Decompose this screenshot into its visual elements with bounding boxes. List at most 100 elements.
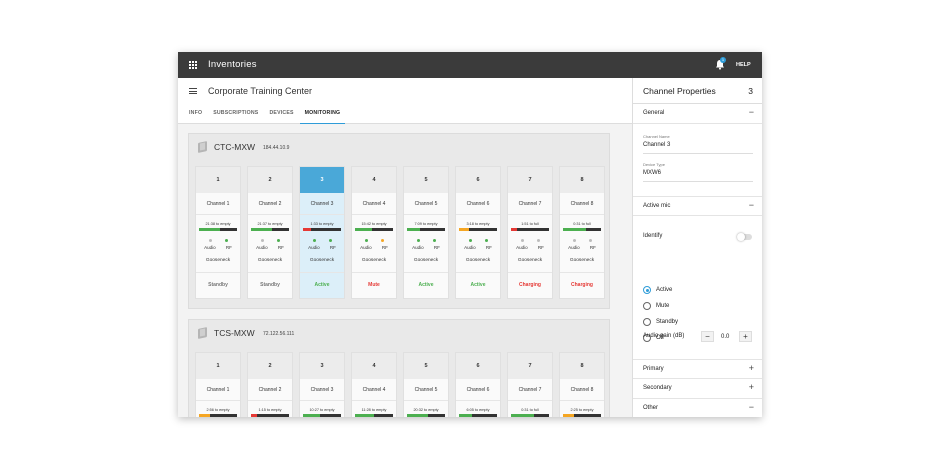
radio-off[interactable]: Off [643, 334, 703, 343]
rf-indicator-icon [276, 239, 280, 242]
battery-bar [251, 228, 289, 231]
audio-label: Audio [412, 245, 424, 250]
channel-card[interactable]: 3 Channel 3 1:33 to empty Audio RF Gooseneck A… [299, 166, 345, 299]
indicator-labels: Audio RF [352, 245, 396, 250]
radio-standby[interactable]: Standby [643, 318, 703, 327]
battery-fill [303, 414, 321, 417]
app-window: Inventories 1 HELP Corporate Training Ce… [178, 52, 762, 417]
section-active-mic[interactable]: Active mic − [633, 196, 762, 216]
radio-button-icon[interactable] [643, 302, 651, 310]
menu-icon[interactable] [189, 88, 197, 94]
battery-fill [563, 228, 586, 231]
audio-label: Audio [204, 245, 216, 250]
battery-bar [511, 414, 549, 417]
radio-button-icon[interactable] [643, 286, 651, 294]
battery-fill [251, 414, 257, 417]
page-title: Corporate Training Center [208, 86, 313, 96]
channel-card[interactable]: 2 Channel 2 21:37 to empty Audio RF Gooseneck… [247, 166, 293, 299]
channel-name-field[interactable]: Channel 3 [643, 142, 671, 148]
channel-card[interactable]: 5 Channel 5 20:32 to empty [403, 352, 449, 417]
radio-label: Standby [656, 319, 679, 325]
tab-devices[interactable]: DEVICES [269, 110, 294, 116]
channel-card[interactable]: 8 Channel 8 0:31 to full Audio RF Gooseneck Ch… [559, 166, 605, 299]
channel-card[interactable]: 6 Channel 6 3:18 to empty Audio RF Gooseneck A… [455, 166, 501, 299]
tab-info[interactable]: INFO [189, 110, 203, 116]
channel-card[interactable]: 7 Channel 7 1:51 to full Audio RF Gooseneck Ch… [507, 166, 553, 299]
apps-grid-icon[interactable] [189, 61, 197, 69]
radio-mute[interactable]: Mute [643, 302, 703, 311]
section-secondary[interactable]: Secondary + [633, 379, 762, 399]
rf-indicator-icon [536, 239, 540, 242]
mic-type: Gooseneck [352, 258, 396, 273]
indicator-labels: Audio RF [560, 245, 604, 250]
identify-label: Identify [643, 233, 663, 239]
tab-subscriptions[interactable]: SUBSCRIPTIONS [213, 110, 259, 116]
battery-bar [407, 228, 445, 231]
audio-indicator-icon [312, 239, 316, 242]
channel-card[interactable]: 8 Channel 8 2:25 to empty [559, 352, 605, 417]
gain-decrease-button[interactable]: − [701, 331, 714, 342]
expand-icon[interactable]: + [748, 363, 754, 373]
audio-label: Audio [568, 245, 580, 250]
identify-toggle[interactable] [737, 233, 752, 241]
indicator-labels: Audio RF [248, 245, 292, 250]
audio-indicator-icon [260, 239, 264, 242]
rf-label: RF [277, 245, 284, 250]
channel-name: Channel 2 [248, 193, 292, 215]
channel-card[interactable]: 7 Channel 7 0:31 to full [507, 352, 553, 417]
battery-runtime: 11:28 to empty [361, 408, 387, 412]
channel-card[interactable]: 2 Channel 2 1:15 to empty [247, 352, 293, 417]
tab-bar: INFO SUBSCRIPTIONS DEVICES MONITORING [184, 106, 346, 124]
device-list[interactable]: CTC-MXW 184.44.10.9 1 Channel 1 21:38 to emp… [178, 125, 632, 417]
rf-label: RF [381, 245, 388, 250]
audio-indicator-icon [520, 239, 524, 242]
channel-status: Standby [208, 282, 228, 288]
device-type-value: MXW6 [643, 170, 661, 176]
radio-button-icon[interactable] [643, 318, 651, 326]
channel-card[interactable]: 4 Channel 4 11:28 to empty [351, 352, 397, 417]
device-name[interactable]: CTC-MXW [214, 142, 256, 152]
channel-card[interactable]: 3 Channel 3 10:27 to empty [299, 352, 345, 417]
battery-runtime: 2:56 to empty [206, 408, 230, 412]
rf-indicator-icon [328, 239, 332, 242]
mic-type: Gooseneck [456, 258, 500, 273]
channel-card[interactable]: 1 Channel 1 2:56 to empty [195, 352, 241, 417]
rf-indicator-icon [380, 239, 384, 242]
battery-bar [355, 414, 393, 417]
device-ip: 72.122.56.111 [263, 330, 295, 337]
device-name[interactable]: TCS-MXW [214, 328, 255, 338]
battery-runtime: 20:32 to empty [413, 408, 439, 412]
battery-fill [407, 414, 428, 417]
tab-monitoring[interactable]: MONITORING [299, 106, 346, 124]
channel-name-label: Channel Name [643, 134, 670, 139]
expand-icon[interactable]: + [748, 382, 754, 392]
battery-runtime: 0:31 to full [521, 408, 539, 412]
channel-card[interactable]: 5 Channel 5 7:09 to empty Audio RF Gooseneck A… [403, 166, 449, 299]
section-primary[interactable]: Primary + [633, 359, 762, 379]
channel-card[interactable]: 1 Channel 1 21:38 to empty Audio RF Gooseneck… [195, 166, 241, 299]
help-link[interactable]: HELP [736, 62, 751, 68]
gain-increase-button[interactable]: + [739, 331, 752, 342]
properties-title: Channel Properties [643, 86, 716, 96]
channel-card[interactable]: 6 Channel 6 6:05 to empty [455, 352, 501, 417]
channel-card[interactable]: 4 Channel 4 15:42 to empty Audio RF Gooseneck… [351, 166, 397, 299]
collapse-icon[interactable]: − [748, 200, 754, 210]
section-general[interactable]: General − [633, 104, 762, 124]
radio-active[interactable]: Active [643, 286, 703, 295]
channel-number: 7 [508, 167, 552, 193]
collapse-icon[interactable]: − [748, 107, 754, 117]
rf-label: RF [537, 245, 544, 250]
collapse-icon[interactable]: − [748, 402, 754, 412]
battery-fill [251, 228, 272, 231]
battery-bar [199, 228, 237, 231]
signal-indicators [560, 239, 604, 242]
mic-type: Gooseneck [404, 258, 448, 273]
audio-indicator-icon [572, 239, 576, 242]
mic-type: Gooseneck [196, 258, 240, 273]
mic-type: Gooseneck [560, 258, 604, 273]
battery-runtime: 2:25 to empty [570, 408, 594, 412]
radio-button-icon[interactable] [643, 334, 651, 342]
section-other[interactable]: Other − [633, 399, 762, 417]
mic-type: Gooseneck [248, 258, 292, 273]
battery-fill [459, 228, 469, 231]
